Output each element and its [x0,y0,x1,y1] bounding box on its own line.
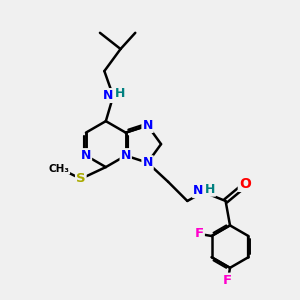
Text: N: N [121,149,131,162]
Text: N: N [81,149,91,162]
Text: N: N [103,89,113,102]
Text: O: O [239,177,251,191]
Text: N: N [142,119,153,132]
Text: H: H [205,183,215,196]
Text: CH₃: CH₃ [48,164,69,173]
Text: N: N [193,184,203,197]
Text: H: H [115,87,125,100]
Text: N: N [142,156,153,169]
Text: S: S [76,172,86,185]
Text: F: F [195,226,204,240]
Text: F: F [223,274,232,287]
